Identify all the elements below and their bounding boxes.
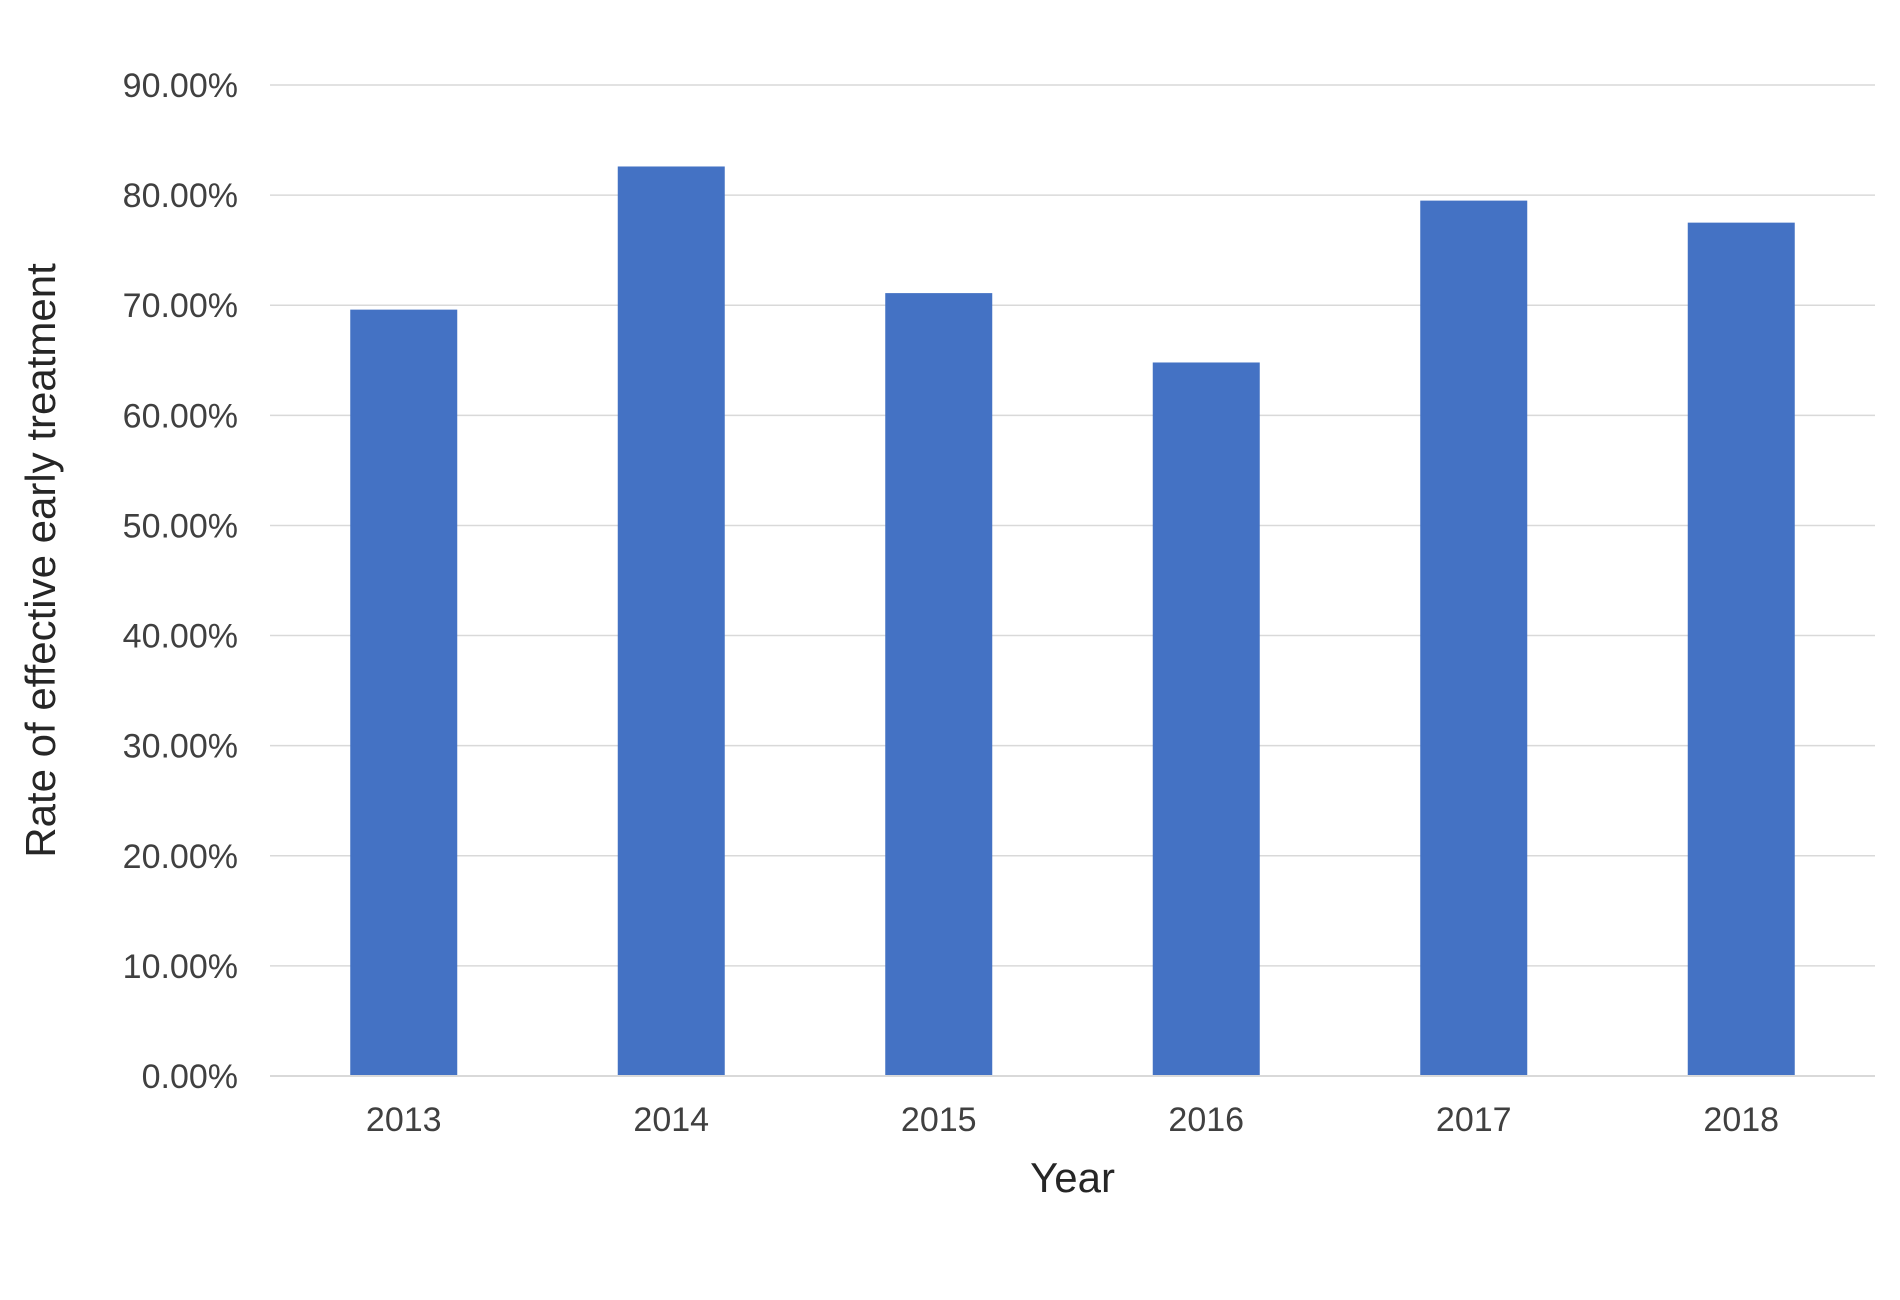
x-tick-label: 2016 [1168,1101,1244,1139]
y-tick-label: 90.00% [123,67,238,105]
y-tick-label: 30.00% [123,728,238,766]
x-tick-label: 2017 [1436,1101,1512,1139]
y-tick-label: 10.00% [123,948,238,986]
y-tick-label: 70.00% [123,287,238,325]
bars [350,166,1795,1077]
x-tick-label: 2014 [633,1101,709,1139]
y-tick-label: 0.00% [142,1058,238,1096]
bar-2016 [1152,362,1260,1077]
bar-2018 [1687,222,1795,1076]
y-tick-label: 40.00% [123,618,238,656]
x-axis-title: Year [1030,1154,1115,1201]
x-tick-label: 2015 [901,1101,977,1139]
y-tick-label: 50.00% [123,507,238,545]
bar-2014 [617,166,725,1076]
gridlines [270,84,1875,967]
bar-2013 [350,309,458,1076]
bar-2015 [885,293,993,1076]
y-tick-label: 80.00% [123,177,238,215]
y-tick-labels: 0.00% 10.00% 20.00% 30.00% 40.00% 50.00% 60.00… [123,67,238,1096]
y-tick-label: 60.00% [123,397,238,435]
x-tick-label: 2018 [1703,1101,1779,1139]
y-axis-title: Rate of effective early treatment [17,263,64,858]
y-tick-label: 20.00% [123,838,238,876]
bar-2017 [1420,200,1528,1076]
x-tick-labels: 2013 2014 2015 2016 2017 2018 [366,1101,1779,1139]
x-tick-label: 2013 [366,1101,442,1139]
